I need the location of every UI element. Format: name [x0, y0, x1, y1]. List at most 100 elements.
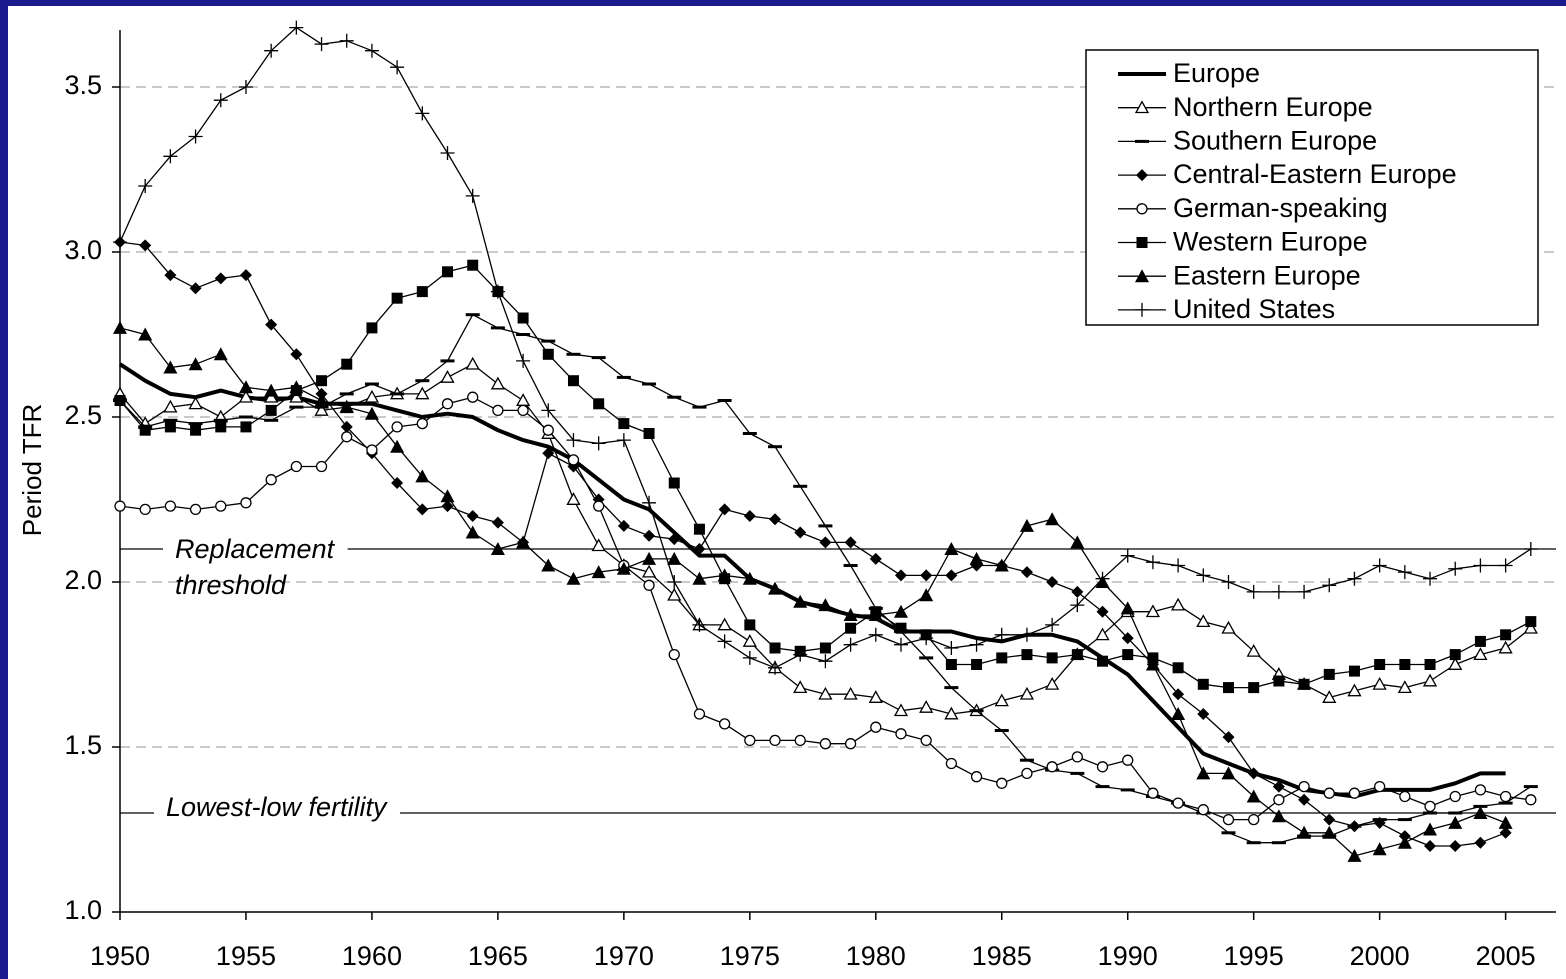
point	[1323, 787, 1335, 799]
point	[1196, 614, 1211, 628]
point	[768, 660, 783, 675]
point	[189, 282, 202, 295]
point	[341, 431, 353, 443]
point	[769, 734, 781, 747]
point	[742, 571, 757, 585]
point	[1449, 840, 1462, 852]
point	[465, 525, 480, 539]
point	[819, 536, 832, 549]
point	[315, 460, 328, 473]
point	[1222, 731, 1235, 744]
point	[591, 538, 606, 552]
point	[1071, 751, 1083, 763]
x-tick-label: 1980	[846, 941, 906, 971]
point	[1297, 584, 1312, 599]
label-background	[154, 792, 401, 823]
point	[1145, 657, 1160, 671]
point	[364, 406, 379, 420]
point	[138, 327, 153, 341]
point	[793, 594, 808, 608]
point	[466, 510, 479, 522]
point	[668, 533, 681, 546]
point	[391, 292, 403, 304]
point	[316, 375, 328, 387]
point	[265, 318, 278, 331]
point	[868, 608, 883, 621]
point	[718, 718, 731, 730]
point	[667, 551, 682, 565]
point	[1120, 548, 1135, 563]
point	[919, 631, 934, 646]
point	[819, 738, 832, 750]
legend-marker	[1136, 169, 1148, 182]
point	[1298, 793, 1311, 806]
point	[1449, 649, 1461, 661]
point	[869, 552, 882, 565]
point	[1222, 682, 1234, 694]
point	[1020, 566, 1033, 579]
point	[339, 400, 354, 414]
point	[1322, 690, 1337, 703]
point	[441, 500, 454, 513]
legend-label: United States	[1173, 294, 1335, 324]
point	[1424, 659, 1436, 670]
point	[1348, 665, 1360, 677]
point	[467, 391, 479, 403]
series-markers	[114, 236, 1512, 852]
point	[844, 738, 857, 750]
point	[490, 284, 505, 299]
point	[793, 680, 808, 694]
point	[692, 571, 707, 585]
point	[593, 398, 605, 410]
point	[1372, 842, 1387, 856]
x-tick-label: 1950	[90, 941, 150, 971]
point	[542, 447, 555, 460]
point	[1221, 766, 1236, 780]
point	[642, 495, 657, 510]
point	[919, 700, 934, 713]
point	[1322, 825, 1337, 839]
point	[868, 627, 883, 642]
point	[744, 734, 756, 747]
point	[819, 642, 831, 654]
point	[139, 503, 151, 516]
point	[542, 424, 554, 436]
point	[1172, 662, 1184, 674]
point	[416, 286, 428, 298]
point	[642, 551, 657, 565]
point	[744, 619, 756, 631]
legend-label: Europe	[1173, 58, 1260, 88]
reference-label: threshold	[175, 570, 287, 600]
point	[845, 622, 857, 634]
point	[717, 634, 732, 649]
point	[1500, 629, 1512, 641]
point	[366, 444, 378, 456]
point	[1271, 809, 1286, 823]
point	[442, 266, 454, 278]
point	[844, 536, 857, 549]
point	[769, 642, 781, 654]
point	[920, 569, 933, 582]
point	[1498, 815, 1513, 829]
point	[616, 561, 631, 575]
legend-marker	[1136, 203, 1148, 215]
point	[314, 37, 329, 52]
point	[517, 404, 529, 417]
point	[1399, 659, 1411, 670]
reference-label: Replacement	[175, 534, 336, 564]
point	[1373, 780, 1386, 793]
point	[1197, 804, 1209, 816]
point	[1147, 787, 1159, 799]
point	[188, 357, 203, 371]
point	[843, 608, 858, 621]
point	[465, 356, 480, 370]
y-tick-label: 1.5	[64, 730, 102, 760]
point	[1070, 598, 1085, 613]
x-tick-label: 1990	[1098, 941, 1158, 971]
point	[213, 347, 228, 361]
point	[1145, 604, 1161, 618]
point	[717, 568, 732, 582]
point	[969, 637, 984, 652]
point	[1172, 688, 1185, 701]
point	[1499, 826, 1512, 839]
